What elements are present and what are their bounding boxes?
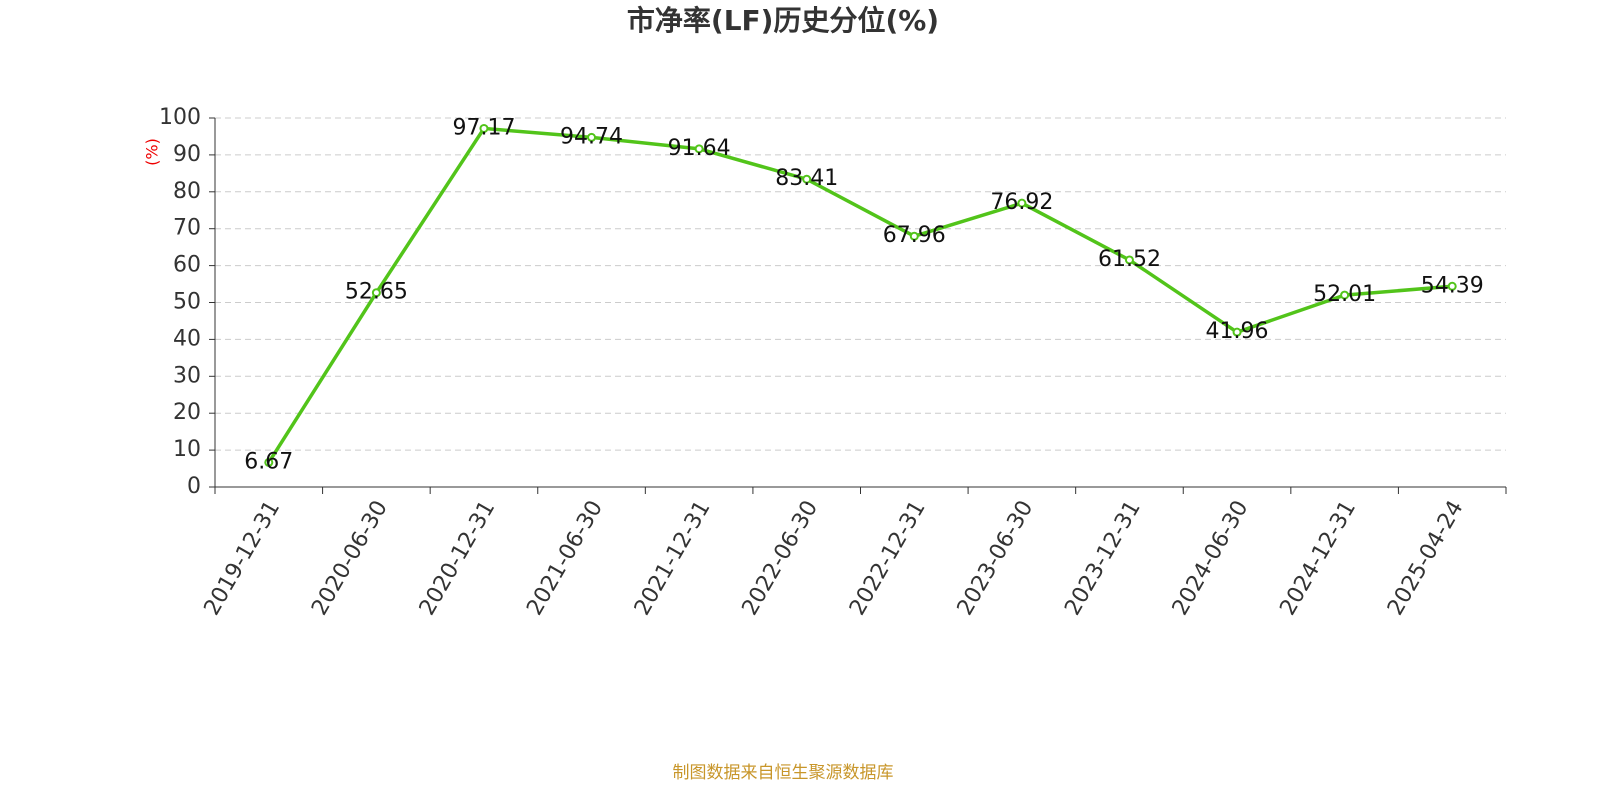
x-tick-label: 2022-06-30 bbox=[738, 497, 824, 620]
point bbox=[1340, 290, 1350, 300]
chart-title: 市净率(LF)历史分位(%) bbox=[627, 4, 939, 37]
x-tick-label: 2025-04-24 bbox=[1383, 497, 1469, 620]
point bbox=[1447, 281, 1457, 291]
data-label: 52.65 bbox=[345, 280, 408, 305]
data-label: 52.01 bbox=[1313, 282, 1376, 307]
y-tick-label: 80 bbox=[173, 179, 201, 204]
y-tick-label: 100 bbox=[159, 105, 201, 130]
point bbox=[1017, 198, 1027, 208]
y-tick-label: 70 bbox=[173, 216, 201, 241]
line bbox=[267, 126, 1453, 464]
y-tick-label: 60 bbox=[173, 253, 201, 278]
data-label: 94.74 bbox=[560, 124, 623, 149]
y-tick-label: 20 bbox=[173, 400, 201, 425]
y-axis-label: (%) bbox=[143, 138, 162, 166]
data-label: 97.17 bbox=[452, 115, 515, 140]
y-tick-label: 30 bbox=[173, 363, 201, 388]
point bbox=[1124, 255, 1134, 265]
point bbox=[264, 457, 274, 467]
point bbox=[802, 174, 812, 184]
x-tick-label: 2023-06-30 bbox=[953, 497, 1039, 620]
data-label: 54.39 bbox=[1421, 273, 1484, 298]
data-label: 76.92 bbox=[990, 190, 1053, 215]
point bbox=[371, 288, 381, 298]
x-tick-label: 2020-06-30 bbox=[307, 497, 393, 620]
y-tick-label: 10 bbox=[173, 437, 201, 462]
x-tick-label: 2022-12-31 bbox=[845, 497, 931, 620]
x-tick-label: 2023-12-31 bbox=[1060, 497, 1146, 620]
source-note: 制图数据来自恒生聚源数据库 bbox=[673, 763, 894, 783]
data-label: 61.52 bbox=[1098, 247, 1161, 272]
x-tick-label: 2019-12-31 bbox=[200, 497, 286, 620]
x-tick-label: 2021-06-30 bbox=[522, 497, 608, 620]
x-tick-label: 2024-06-30 bbox=[1168, 497, 1254, 620]
data-label: 67.96 bbox=[883, 223, 946, 248]
point bbox=[479, 123, 489, 133]
y-tick-label: 90 bbox=[173, 142, 201, 167]
point bbox=[909, 231, 919, 241]
data-label: 91.64 bbox=[668, 136, 731, 161]
x-tick-label: 2024-12-31 bbox=[1275, 497, 1361, 620]
point bbox=[694, 144, 704, 154]
point bbox=[1232, 327, 1242, 337]
point bbox=[587, 132, 597, 142]
x-tick-label: 2021-12-31 bbox=[630, 497, 716, 620]
data-label: 6.67 bbox=[244, 449, 293, 474]
data-label: 41.96 bbox=[1206, 319, 1269, 344]
x-tick-label: 2020-12-31 bbox=[415, 497, 501, 620]
y-tick-label: 50 bbox=[173, 290, 201, 315]
y-tick-label: 0 bbox=[187, 474, 201, 499]
y-tick-label: 40 bbox=[173, 326, 201, 351]
data-label: 83.41 bbox=[775, 166, 838, 191]
